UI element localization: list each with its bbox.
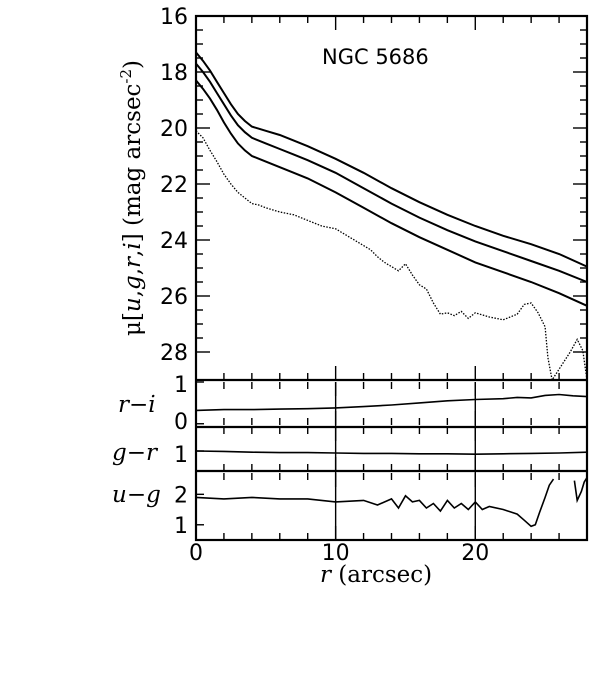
x-tick-label: 20	[461, 541, 489, 566]
series-line-r-i	[195, 393, 588, 412]
y-tick-label-u-g: 1	[174, 514, 188, 539]
plot-frame	[194, 14, 589, 542]
x-tick-label: 10	[322, 541, 350, 566]
y-tick-label-main: 16	[160, 5, 188, 30]
y-tick-label-main: 22	[160, 173, 188, 198]
y-tick-label-r-i: 0	[174, 410, 188, 435]
y-tick-label-main: 26	[160, 285, 188, 310]
y-tick-label-main: 18	[160, 61, 188, 86]
x-tick-label: 0	[189, 541, 203, 566]
series-line-u-g	[195, 478, 555, 528]
main-y-axis-title: μ[u,g,r,i] (mag arcsec-2)	[117, 60, 146, 336]
tick-marks	[195, 15, 588, 540]
y-tick-label-main: 24	[160, 229, 188, 254]
series-line-g	[195, 51, 588, 268]
y-tick-label-g-r: 1	[174, 443, 188, 468]
series-line-g-r	[195, 450, 588, 456]
y-tick-label-main: 28	[160, 341, 188, 366]
series-line-u	[195, 130, 588, 382]
data-series	[195, 51, 588, 528]
ug-y-axis-title: u−g	[112, 482, 161, 508]
y-tick-label-r-i: 1	[174, 373, 188, 398]
object-annotation: NGC 5686	[322, 45, 429, 69]
ri-y-axis-title: r−i	[118, 392, 156, 418]
series-line-r	[195, 62, 588, 283]
y-tick-label-u-g: 2	[174, 483, 188, 508]
series-line-u-g-tail	[573, 477, 588, 504]
x-axis-title: r (arcsec)	[320, 562, 432, 588]
series-line-i	[195, 79, 588, 307]
gr-y-axis-title: g−r	[112, 440, 159, 466]
y-tick-label-main: 20	[160, 117, 188, 142]
